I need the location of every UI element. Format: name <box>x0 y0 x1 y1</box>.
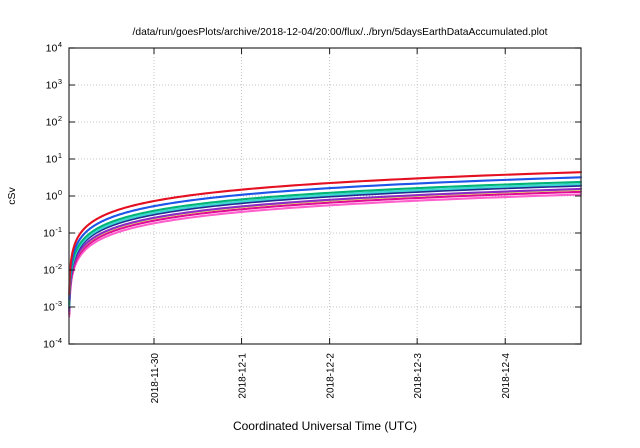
axes <box>68 47 582 345</box>
data-curves <box>68 171 583 318</box>
y-tick-label: 104 <box>46 40 62 55</box>
x-tick-label: 2018-11-30 <box>150 353 161 404</box>
y-tick-label: 102 <box>46 114 62 129</box>
dose-navy <box>68 184 583 309</box>
y-tick-label: 100 <box>46 188 62 203</box>
y-tick-labels: 104 103 102 101 100 10-1 10-2 10-3 10-4 <box>43 40 62 351</box>
y-tick-label: 103 <box>46 77 62 92</box>
y-tick-label: 10-4 <box>43 336 62 351</box>
y-tick-label: 10-1 <box>43 225 62 240</box>
x-tick-label: 2018-12-4 <box>501 353 512 399</box>
x-axis-label: Coordinated Universal Time (UTC) <box>232 419 418 433</box>
x-tick-labels: 2018-11-30 2018-12-1 2018-12-2 2018-12-3 201… <box>150 353 512 404</box>
y-tick-label: 101 <box>46 151 62 166</box>
y-axis-label: cSv <box>6 187 18 205</box>
x-tick-label: 2018-12-1 <box>238 353 249 399</box>
dose-magenta <box>68 190 583 315</box>
dose-red <box>68 171 583 296</box>
x-tick-label: 2018-12-2 <box>326 353 337 399</box>
y-tick-label: 10-3 <box>43 299 62 314</box>
x-tick-label: 2018-12-3 <box>413 353 424 399</box>
plot-title: /data/run/goesPlots/archive/2018-12-04/2… <box>132 27 548 38</box>
y-tick-label: 10-2 <box>43 262 62 277</box>
